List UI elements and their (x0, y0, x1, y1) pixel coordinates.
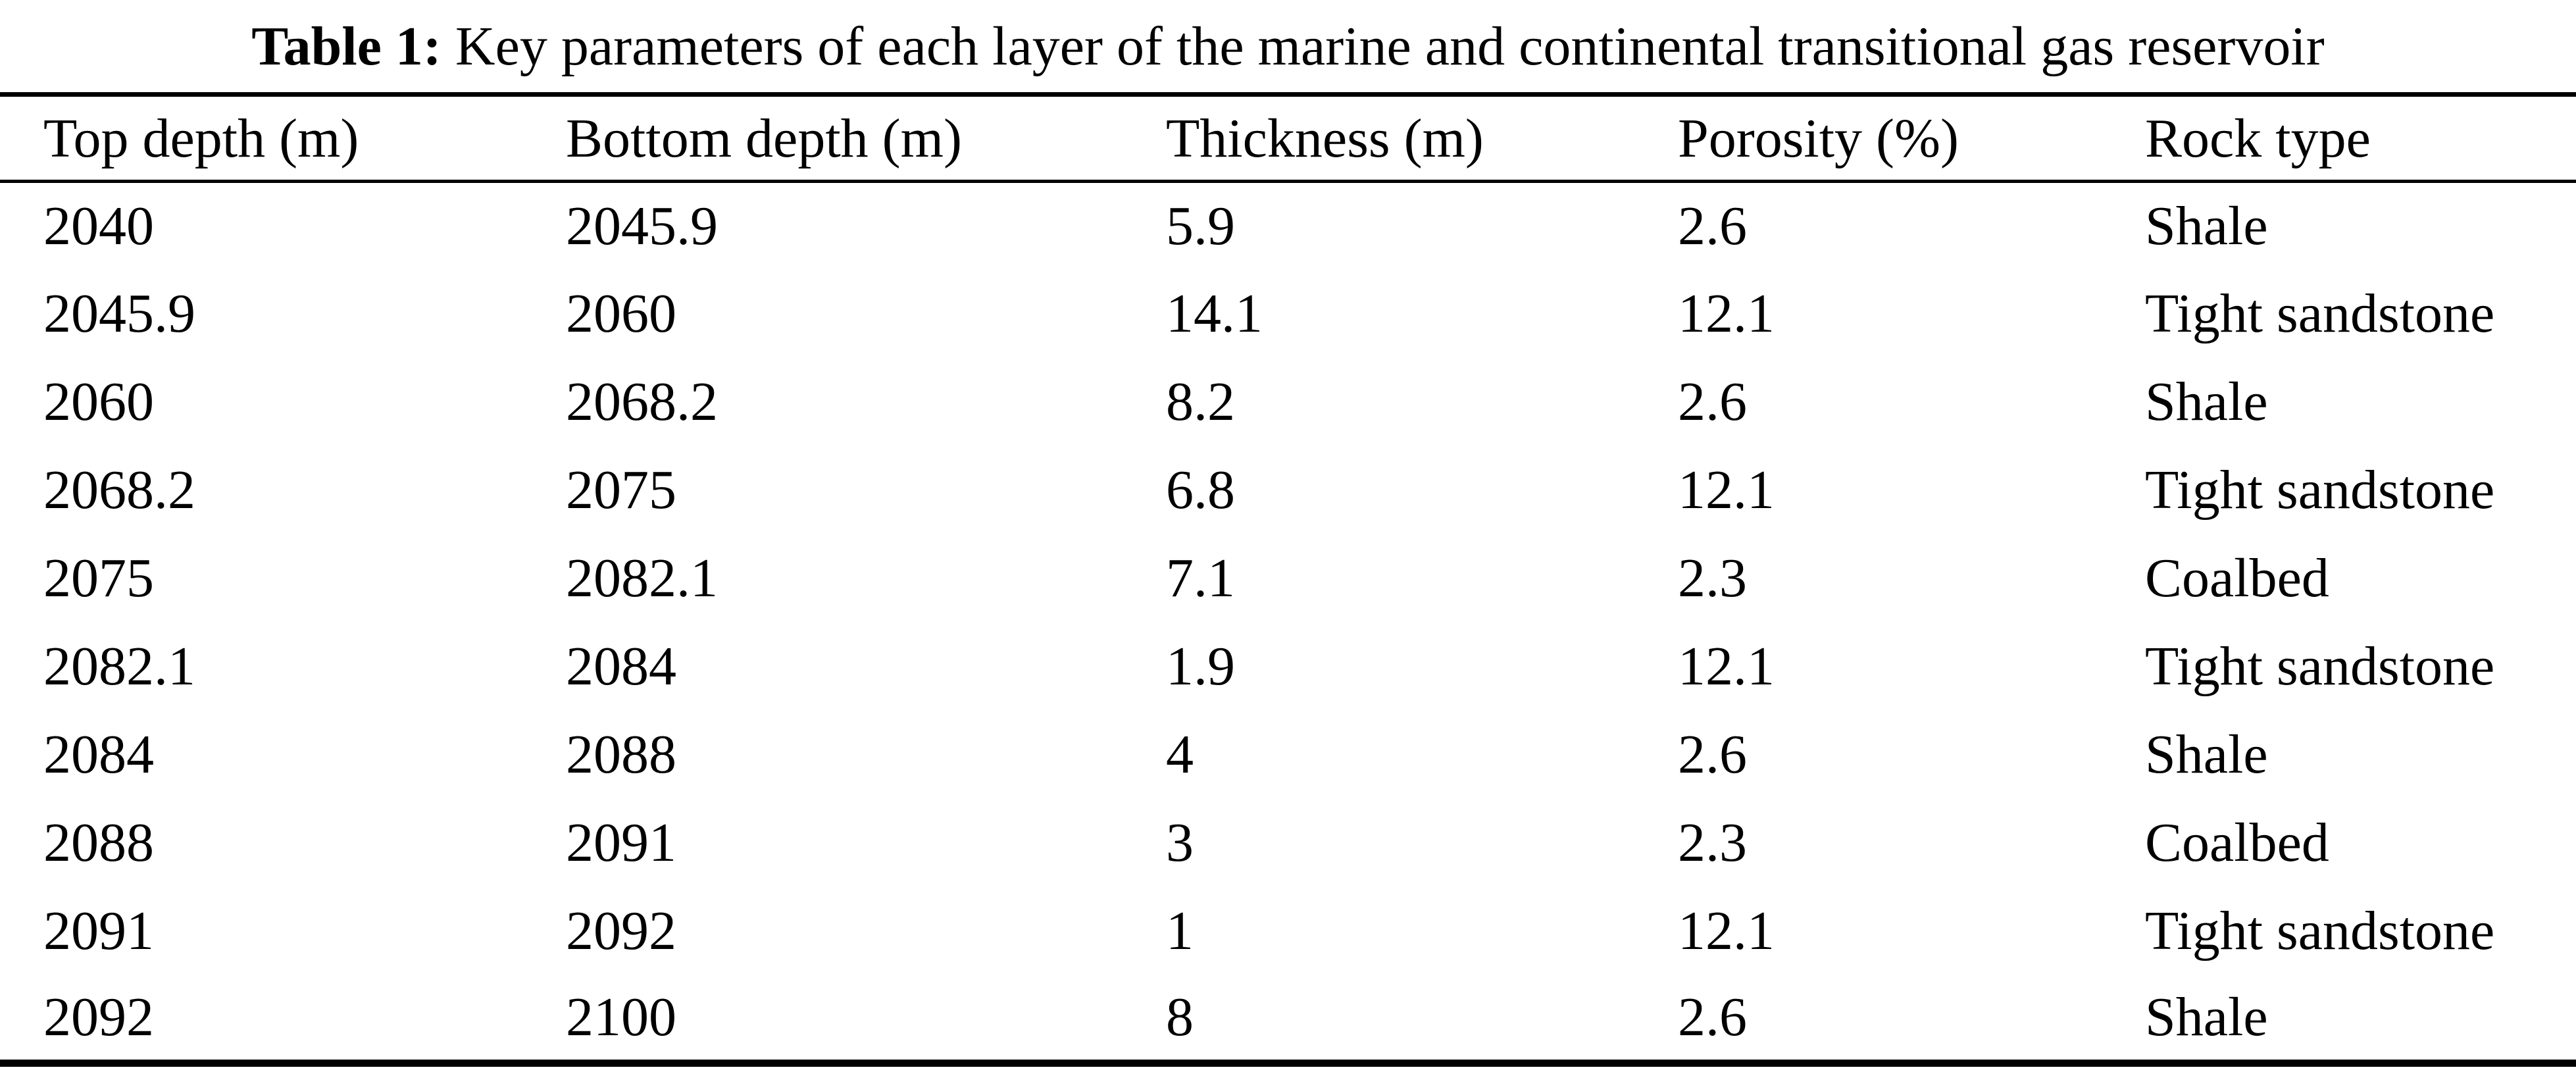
cell-top-depth: 2082.1 (43, 636, 195, 697)
cell-top-depth: 2040 (43, 195, 154, 257)
cell-thickness: 8 (1166, 986, 1194, 1048)
table-body: 2040 2045.9 5.9 2.6 Shale 2045.9 2060 14… (0, 182, 2576, 1063)
cell-top-depth: 2092 (43, 986, 154, 1048)
cell-porosity: 12.1 (1678, 283, 1775, 344)
cell-top-depth: 2045.9 (43, 283, 195, 344)
cell-bottom-depth: 2075 (566, 459, 676, 521)
table-number-label: Table 1: (251, 16, 442, 77)
cell-rock-type: Shale (2145, 195, 2268, 257)
cell-porosity: 12.1 (1678, 900, 1775, 961)
cell-bottom-depth: 2088 (566, 724, 676, 785)
cell-rock-type: Shale (2145, 371, 2268, 432)
cell-porosity: 2.6 (1678, 724, 1747, 785)
header-row: Top depth (m) Bottom depth (m) Thickness… (0, 95, 2576, 182)
column-header-bottom-depth: Bottom depth (m) (566, 107, 962, 169)
table-header: Top depth (m) Bottom depth (m) Thickness… (0, 95, 2576, 182)
cell-bottom-depth: 2082.1 (566, 548, 718, 609)
table-row: 2084 2088 4 2.6 Shale (0, 711, 2576, 799)
cell-porosity: 2.3 (1678, 548, 1747, 609)
table-caption: Table 1: Key parameters of each layer of… (0, 0, 2576, 92)
table-row: 2060 2068.2 8.2 2.6 Shale (0, 358, 2576, 446)
parameters-table: Top depth (m) Bottom depth (m) Thickness… (0, 92, 2576, 1067)
cell-thickness: 1.9 (1166, 636, 1235, 697)
cell-porosity: 2.6 (1678, 986, 1747, 1048)
cell-rock-type: Tight sandstone (2145, 459, 2495, 521)
cell-porosity: 2.3 (1678, 812, 1747, 873)
column-header-rock-type: Rock type (2145, 107, 2371, 169)
cell-top-depth: 2068.2 (43, 459, 195, 521)
cell-thickness: 1 (1166, 900, 1194, 961)
cell-bottom-depth: 2068.2 (566, 371, 718, 432)
cell-top-depth: 2091 (43, 900, 154, 961)
cell-porosity: 12.1 (1678, 459, 1775, 521)
cell-rock-type: Tight sandstone (2145, 900, 2495, 961)
cell-thickness: 8.2 (1166, 371, 1235, 432)
cell-thickness: 14.1 (1166, 283, 1263, 344)
column-header-top-depth: Top depth (m) (43, 107, 359, 169)
table-row: 2092 2100 8 2.6 Shale (0, 975, 2576, 1063)
cell-top-depth: 2075 (43, 548, 154, 609)
table-row: 2091 2092 1 12.1 Tight sandstone (0, 887, 2576, 975)
table-row: 2088 2091 3 2.3 Coalbed (0, 799, 2576, 887)
cell-porosity: 2.6 (1678, 371, 1747, 432)
column-header-porosity: Porosity (%) (1678, 107, 1959, 169)
column-header-thickness: Thickness (m) (1166, 107, 1484, 169)
cell-rock-type: Tight sandstone (2145, 283, 2495, 344)
cell-porosity: 2.6 (1678, 195, 1747, 257)
cell-bottom-depth: 2045.9 (566, 195, 718, 257)
cell-rock-type: Coalbed (2145, 548, 2329, 609)
cell-top-depth: 2084 (43, 724, 154, 785)
cell-bottom-depth: 2092 (566, 900, 676, 961)
cell-rock-type: Tight sandstone (2145, 636, 2495, 697)
cell-bottom-depth: 2084 (566, 636, 676, 697)
cell-thickness: 7.1 (1166, 548, 1235, 609)
table-row: 2068.2 2075 6.8 12.1 Tight sandstone (0, 446, 2576, 534)
cell-thickness: 5.9 (1166, 195, 1235, 257)
table-row: 2082.1 2084 1.9 12.1 Tight sandstone (0, 623, 2576, 711)
cell-thickness: 4 (1166, 724, 1194, 785)
cell-thickness: 6.8 (1166, 459, 1235, 521)
table-row: 2040 2045.9 5.9 2.6 Shale (0, 182, 2576, 270)
table-row: 2075 2082.1 7.1 2.3 Coalbed (0, 534, 2576, 623)
cell-top-depth: 2088 (43, 812, 154, 873)
cell-top-depth: 2060 (43, 371, 154, 432)
cell-rock-type: Shale (2145, 986, 2268, 1048)
cell-porosity: 12.1 (1678, 636, 1775, 697)
cell-bottom-depth: 2060 (566, 283, 676, 344)
cell-rock-type: Shale (2145, 724, 2268, 785)
table-row: 2045.9 2060 14.1 12.1 Tight sandstone (0, 270, 2576, 358)
cell-bottom-depth: 2091 (566, 812, 676, 873)
cell-rock-type: Coalbed (2145, 812, 2329, 873)
cell-bottom-depth: 2100 (566, 986, 676, 1048)
cell-thickness: 3 (1166, 812, 1194, 873)
table-title-text: Key parameters of each layer of the mari… (441, 16, 2325, 77)
